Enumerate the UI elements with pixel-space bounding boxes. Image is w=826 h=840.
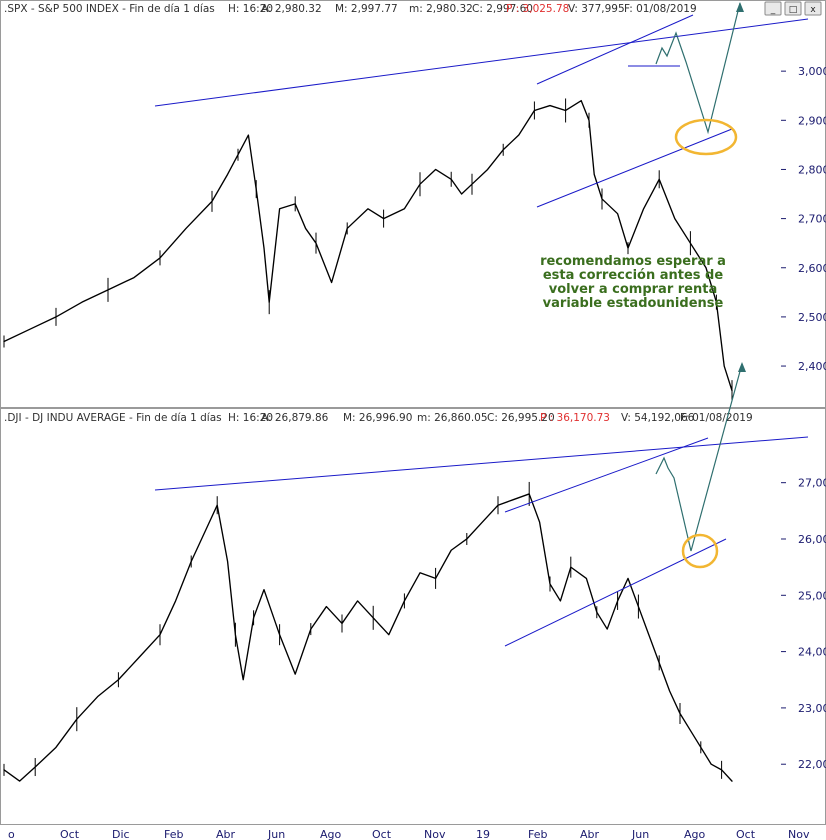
x-axis-tick: o	[8, 828, 15, 840]
spx-header-date: F: 01/08/2019	[624, 3, 697, 15]
x-axis-tick: 19	[476, 828, 490, 840]
dji-header-close: C: 26,995.20	[487, 412, 555, 424]
dji-header-volume: V: 54,192,066	[621, 412, 695, 424]
x-axis-tick: Oct	[736, 828, 756, 840]
annotation-line-4: variable estadounidense	[543, 296, 724, 311]
spx-header-open: A: 2,980.32	[261, 3, 322, 15]
dji-channel-lower	[504, 538, 727, 647]
y-axis-tick-label: 2,900.00	[798, 114, 826, 127]
spx-overlays	[154, 2, 809, 208]
dji-header: .DJI - DJ INDU AVERAGE - Fin de día 1 dí…	[4, 412, 753, 424]
y-axis-tick-label: 25,000.00	[798, 589, 826, 602]
x-axis: o Oct Dic Feb Abr Jun Ago Oct Nov 19 Feb Abr Jun Ago O…	[8, 828, 810, 840]
spx-header-high: M: 2,997.77	[335, 3, 398, 15]
spx-header-prev: P : 3,025.78	[506, 3, 569, 15]
dji-y-axis: 27,000.00 26,000.00 25,000.00 24,000.00 23,0…	[781, 477, 826, 771]
y-axis-tick-label: 2,400.00	[798, 360, 826, 373]
x-axis-tick: Feb	[528, 828, 547, 840]
annotation-box: recomendamos esperar a esta corrección a…	[540, 254, 726, 311]
window-buttons: _ □ x	[764, 1, 822, 16]
x-axis-tick: Oct	[372, 828, 392, 840]
y-axis-tick-label: 26,000.00	[798, 533, 826, 546]
spx-y-axis: 3,000.00 2,900.00 2,800.00 2,700.00 2,600.00…	[781, 65, 826, 373]
x-axis-tick: Jun	[267, 828, 285, 840]
dji-header-low: m: 26,860.05	[417, 412, 488, 424]
y-axis-tick-label: 2,700.00	[798, 213, 826, 226]
annotation-line-1: recomendamos esperar a	[540, 254, 726, 269]
svg-text:□: □	[789, 5, 798, 15]
dji-target-circle	[681, 533, 719, 569]
y-axis-tick-label: 2,600.00	[798, 262, 826, 275]
x-axis-tick: Abr	[216, 828, 236, 840]
minimize-button[interactable]: _	[764, 1, 782, 16]
y-axis-tick-label: 24,000.00	[798, 646, 826, 659]
x-axis-tick: Oct	[60, 828, 80, 840]
spx-header-low: m: 2,980.32	[409, 3, 473, 15]
close-button[interactable]: x	[804, 1, 822, 16]
y-axis-tick-label: 3,000.00	[798, 65, 826, 78]
x-axis-tick: Dic	[112, 828, 130, 840]
annotation-line-2: esta corrección antes de	[543, 268, 724, 283]
dji-header-prev: P : 36,170.73	[540, 412, 610, 424]
dji-header-high: M: 26,996.90	[343, 412, 412, 424]
dji-header-open: A: 26,879.86	[261, 412, 329, 424]
svg-text:x: x	[810, 5, 816, 15]
spx-series	[3, 98, 733, 402]
x-axis-tick: Abr	[580, 828, 600, 840]
dji-header-symbol: .DJI - DJ INDU AVERAGE - Fin de día 1 dí…	[4, 412, 222, 424]
x-axis-tick: Nov	[788, 828, 810, 840]
y-axis-tick-label: 22,000.00	[798, 758, 826, 771]
dji-channel-upper	[504, 437, 709, 513]
dji-header-time: H: 16:20	[228, 412, 273, 424]
y-axis-tick-label: 23,000.00	[798, 702, 826, 715]
svg-text:_: _	[770, 5, 776, 15]
dji-long-trendline	[154, 436, 809, 491]
x-axis-tick: Nov	[424, 828, 446, 840]
y-axis-tick-label: 2,800.00	[798, 163, 826, 176]
dji-projection-arrowhead	[738, 362, 746, 372]
dji-overlays	[154, 362, 809, 647]
annotation-line-3: volver a comprar renta	[549, 282, 717, 297]
dji-series	[3, 481, 733, 782]
spx-header-symbol: .SPX - S&P 500 INDEX - Fin de día 1 días	[4, 3, 215, 15]
spx-target-circle	[674, 118, 738, 156]
x-axis-tick: Ago	[320, 828, 342, 840]
dji-projection-path	[655, 363, 743, 552]
spx-projection-arrowhead	[736, 2, 744, 12]
spx-header-time: H: 16:20	[228, 3, 273, 15]
spx-channel-lower	[536, 128, 733, 208]
spx-header: .SPX - S&P 500 INDEX - Fin de día 1 días…	[4, 3, 697, 15]
x-axis-tick: Jun	[631, 828, 649, 840]
x-axis-tick: Feb	[164, 828, 183, 840]
maximize-button[interactable]: □	[784, 1, 802, 16]
spx-header-volume: V: 377,995	[568, 3, 625, 15]
spx-projection-path	[655, 2, 741, 135]
spx-long-trendline	[154, 18, 809, 107]
y-axis-tick-label: 27,000.00	[798, 477, 826, 490]
spx-channel-upper	[536, 14, 694, 85]
spx-header-close: C: 2,997.60	[472, 3, 533, 15]
y-axis-tick-label: 2,500.00	[798, 311, 826, 324]
x-axis-tick: Ago	[684, 828, 706, 840]
dji-header-date: F: 01/08/2019	[680, 412, 753, 424]
price-series-line	[3, 493, 733, 782]
